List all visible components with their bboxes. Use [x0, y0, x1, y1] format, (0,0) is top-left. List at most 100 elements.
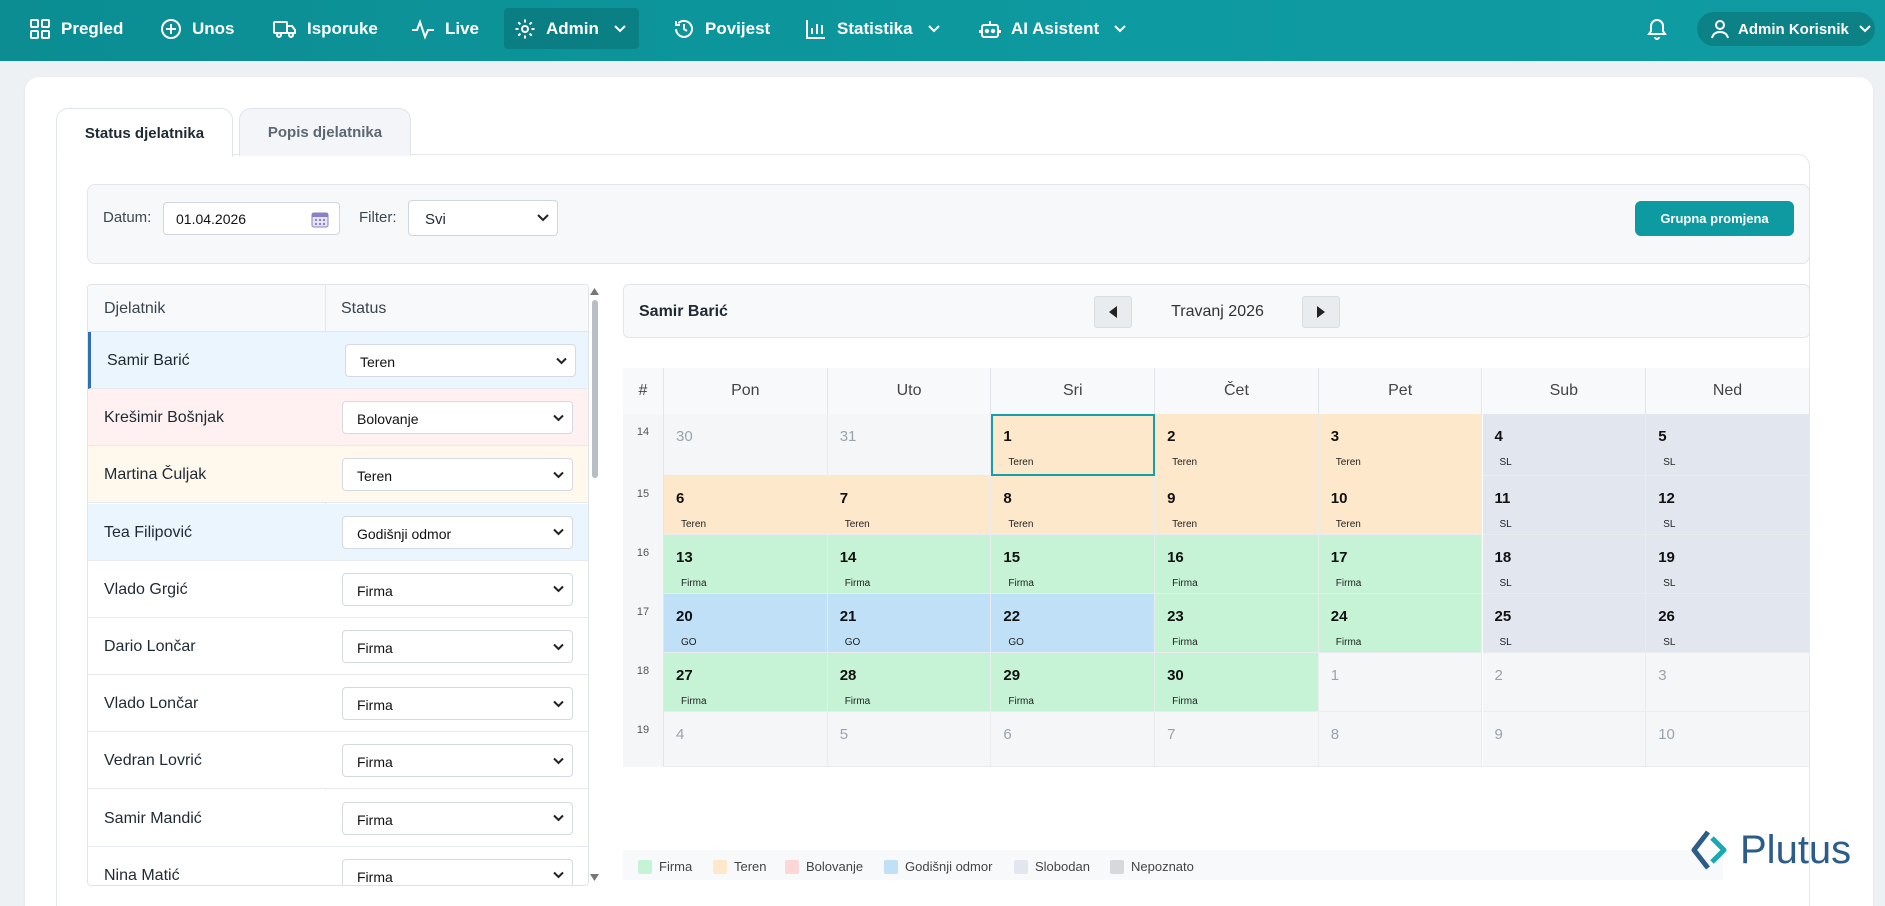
calendar-day[interactable]: 10	[1646, 712, 1810, 767]
calendar-day[interactable]: 11 SL	[1482, 476, 1647, 535]
nav-ai-asistent[interactable]: AI Asistent	[969, 8, 1137, 49]
nav-unos[interactable]: Unos	[150, 8, 245, 49]
table-row[interactable]: Dario Lončar Firma	[88, 618, 588, 675]
calendar-day[interactable]: 5 SL	[1646, 414, 1810, 476]
table-row[interactable]: Samir Barić Teren	[88, 332, 588, 389]
filter-select[interactable]: Svi	[408, 200, 558, 236]
table-row[interactable]: Nina Matić Firma	[88, 846, 588, 885]
calendar-day[interactable]: 6 Teren	[664, 476, 828, 535]
calendar-day[interactable]: 3 Teren	[1318, 414, 1483, 476]
table-row[interactable]: Vlado Grgić Firma	[88, 560, 588, 618]
nav-statistika[interactable]: Statistika	[795, 8, 951, 49]
calendar-day[interactable]: 9	[1482, 712, 1647, 767]
nav-pregled[interactable]: Pregled	[19, 8, 133, 49]
user-menu-button[interactable]: Admin Korisnik	[1697, 12, 1875, 46]
status-select[interactable]: Firma	[342, 687, 573, 721]
calendar-day[interactable]: 4	[664, 712, 828, 767]
calendar-day[interactable]: 27 Firma	[664, 653, 828, 712]
calendar-day[interactable]: 17 Firma	[1318, 535, 1483, 594]
calendar-day[interactable]: 16 Firma	[1155, 535, 1319, 594]
calendar-icon[interactable]	[311, 210, 329, 228]
calendar-day[interactable]: 8 Teren	[991, 476, 1156, 535]
calendar-day[interactable]: 2 Teren	[1155, 414, 1319, 476]
calendar-day[interactable]: 19 SL	[1646, 535, 1810, 594]
calendar-day[interactable]: 31	[827, 414, 992, 476]
calendar-day[interactable]: 24 Firma	[1318, 594, 1483, 653]
nav-povijest[interactable]: Povijest	[663, 8, 780, 49]
scroll-down-icon[interactable]	[590, 874, 599, 881]
calendar-day[interactable]: 15 Firma	[991, 535, 1156, 594]
day-status-label: Teren	[1335, 519, 1361, 530]
calendar-day[interactable]: 23 Firma	[1155, 594, 1319, 653]
group-change-button[interactable]: Grupna promjena	[1635, 201, 1794, 236]
employee-scrollbar[interactable]	[590, 286, 599, 886]
legend-label: Nepoznato	[1131, 859, 1194, 874]
status-select[interactable]: Teren	[345, 344, 576, 377]
day-number: 19	[1658, 549, 1675, 566]
calendar-day[interactable]: 12 SL	[1646, 476, 1810, 535]
status-select[interactable]: Godišnji odmor	[342, 515, 573, 549]
tab-popis-djelatnika[interactable]: Popis djelatnika	[239, 108, 411, 156]
calendar-day[interactable]: 22 GO	[991, 594, 1156, 653]
day-number: 6	[1003, 726, 1012, 743]
calendar-day[interactable]: 4 SL	[1482, 414, 1647, 476]
day-status-label: Teren	[1172, 519, 1198, 530]
calendar-day[interactable]: 30 Firma	[1155, 653, 1319, 712]
calendar-day[interactable]: 21 GO	[827, 594, 992, 653]
calendar-day[interactable]: 29 Firma	[991, 653, 1156, 712]
calendar-day[interactable]: 9 Teren	[1155, 476, 1319, 535]
calendar-day[interactable]: 13 Firma	[664, 535, 828, 594]
calendar-day[interactable]: 8	[1318, 712, 1483, 767]
status-select[interactable]: Teren	[342, 458, 573, 492]
status-select[interactable]: Firma	[342, 630, 573, 663]
day-number: 25	[1494, 608, 1512, 625]
table-row[interactable]: Vlado Lončar Firma	[88, 675, 588, 733]
calendar-day[interactable]: 30	[664, 414, 828, 476]
employee-name: Vlado Lončar	[104, 695, 199, 713]
next-month-button[interactable]	[1302, 296, 1340, 328]
nav-admin[interactable]: Admin	[504, 8, 639, 49]
calendar-day[interactable]: 26 SL	[1646, 594, 1810, 653]
calendar-day[interactable]: 1 Teren	[991, 414, 1156, 476]
calendar-day[interactable]: 5	[827, 712, 992, 767]
calendar-day[interactable]: 25 SL	[1482, 594, 1647, 653]
status-value: Firma	[357, 640, 393, 656]
calendar-day[interactable]: 1	[1318, 653, 1483, 712]
nav-live[interactable]: Live	[401, 8, 489, 49]
status-select[interactable]: Firma	[342, 744, 573, 778]
nav-isporuke[interactable]: Isporuke	[263, 8, 388, 49]
calendar-day[interactable]: 20 GO	[664, 594, 828, 653]
notifications-button[interactable]	[1646, 16, 1668, 45]
table-row[interactable]: Vedran Lovrić Firma	[88, 732, 588, 790]
day-number: 11	[1494, 490, 1511, 507]
calendar-day[interactable]: 3	[1646, 653, 1810, 712]
calendar-day[interactable]: 7	[1155, 712, 1319, 767]
plutus-logo-mark-icon	[1691, 830, 1727, 870]
table-row[interactable]: Samir Mandić Firma	[88, 789, 588, 847]
day-status-label: Firma	[1172, 637, 1198, 648]
employee-name: Dario Lončar	[104, 638, 196, 655]
calendar-day[interactable]: 7 Teren	[827, 476, 992, 535]
scroll-up-icon[interactable]	[590, 288, 599, 295]
calendar-day[interactable]: 10 Teren	[1318, 476, 1483, 535]
day-number: 9	[1494, 726, 1503, 743]
calendar-day[interactable]: 18 SL	[1482, 535, 1647, 594]
calendar-day[interactable]: 14 Firma	[827, 535, 992, 594]
table-row[interactable]: Martina Čuljak Teren	[88, 446, 588, 504]
status-select[interactable]: Firma	[342, 572, 573, 606]
nav-statistika-label: Statistika	[837, 18, 913, 38]
status-select[interactable]: Bolovanje	[342, 401, 573, 435]
date-input[interactable]: 01.04.2026	[163, 202, 340, 235]
tab-status-djelatnika[interactable]: Status djelatnika	[56, 108, 233, 157]
prev-month-button[interactable]	[1094, 296, 1132, 328]
table-row[interactable]: Tea Filipović Godišnji odmor	[88, 503, 588, 561]
calendar-day[interactable]: 28 Firma	[827, 653, 992, 712]
status-select[interactable]: Firma	[342, 801, 573, 835]
table-row[interactable]: Krešimir Bošnjak Bolovanje	[88, 389, 588, 447]
scrollbar-thumb[interactable]	[592, 300, 598, 478]
calendar-day[interactable]: 6	[991, 712, 1156, 767]
status-select[interactable]: Firma	[342, 858, 573, 885]
history-icon	[675, 19, 693, 38]
chevron-down-icon	[537, 214, 549, 222]
calendar-day[interactable]: 2	[1482, 653, 1647, 712]
